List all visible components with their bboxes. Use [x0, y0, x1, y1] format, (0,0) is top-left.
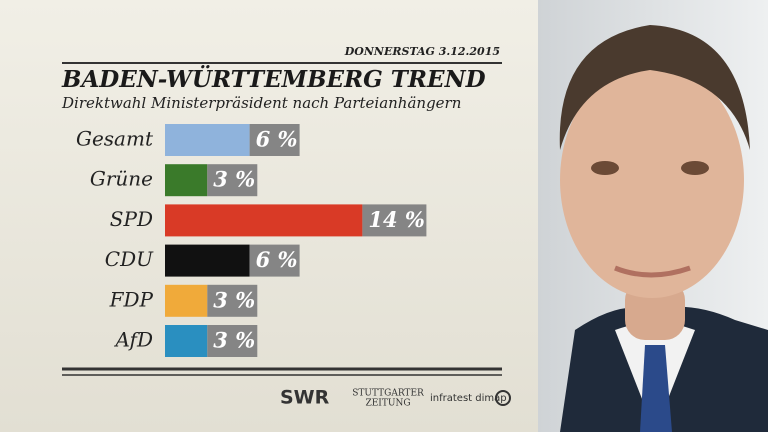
value-label-box — [207, 284, 258, 317]
logo-icon — [495, 390, 511, 406]
value-label: 14 % — [368, 207, 425, 232]
chart-title: BADEN-WÜRTTEMBERG TREND — [61, 65, 486, 93]
value-label: 3 % — [213, 287, 255, 312]
value-label-box — [249, 124, 300, 156]
value-label-box — [362, 204, 427, 237]
logo-newspaper: STUTTGARTER — [352, 389, 424, 399]
bar — [165, 164, 208, 197]
value-label: 3 % — [213, 328, 255, 353]
category-label: Gesamt — [76, 127, 154, 151]
value-label: 6 % — [256, 247, 298, 272]
category-label: Grüne — [90, 167, 153, 191]
category-label: SPD — [110, 207, 153, 231]
bar — [165, 325, 208, 357]
logo-institute: infratest dimap — [430, 393, 507, 404]
logo-newspaper: ZEITUNG — [365, 399, 410, 409]
category-label: FDP — [109, 287, 154, 311]
value-label-box — [249, 244, 300, 277]
subtitle: Direktwahl Ministerpräsident nach Partei… — [61, 94, 461, 112]
value-label: 3 % — [213, 167, 255, 192]
date: DONNERSTAG 3.12.2015 — [344, 45, 500, 58]
category-label: CDU — [105, 247, 154, 271]
logo-swr: SWR — [280, 387, 330, 409]
bar — [165, 124, 250, 156]
value-label: 6 % — [256, 127, 298, 152]
value-label-box — [207, 164, 258, 197]
bar — [165, 244, 250, 277]
category-label: AfD — [113, 328, 153, 352]
value-label-box — [207, 325, 258, 357]
photo — [538, 0, 768, 432]
bar — [165, 284, 208, 317]
bar — [165, 204, 363, 237]
